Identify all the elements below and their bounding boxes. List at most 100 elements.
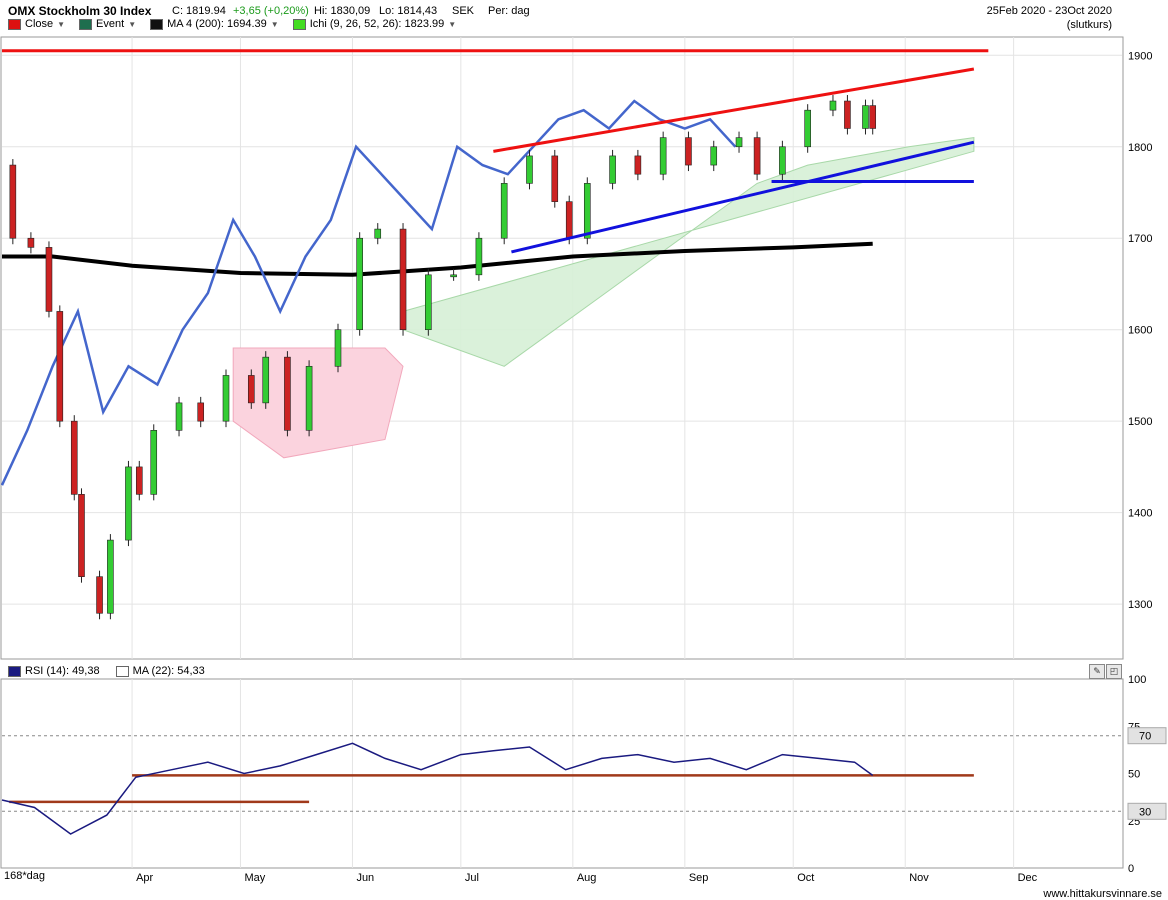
candle-down (565, 201, 573, 239)
candle-up (583, 183, 591, 239)
candle-down (27, 237, 35, 248)
site-credit: www.hittakursvinnare.se (1043, 888, 1162, 900)
candle-up (735, 137, 743, 148)
candle-up (175, 402, 183, 431)
legend-event[interactable]: Event ▼ (79, 18, 136, 30)
candle-down (869, 105, 877, 129)
rsi-level-badge-label: 30 (1139, 806, 1151, 818)
candle-up (609, 155, 616, 184)
candle-down (284, 356, 291, 431)
candle-down (551, 155, 559, 202)
candle-down (634, 155, 642, 175)
candle-up (125, 466, 132, 541)
rsi-y-tick-label: 100 (1128, 674, 1146, 686)
x-tick-label: Nov (909, 872, 929, 884)
candle-up (107, 539, 114, 614)
close-value: C: 1819.94 (172, 5, 226, 17)
legend-rsi[interactable]: RSI (14): 49,38 (8, 665, 100, 677)
candle-up (659, 137, 667, 175)
price-plot-frame (0, 36, 1124, 660)
mode-label: (slutkurs) (1066, 19, 1112, 31)
ichimoku-cloud-pink (232, 347, 404, 459)
x-tick-label: Oct (797, 872, 814, 884)
candle-down (247, 375, 255, 404)
candle-up (356, 237, 363, 331)
candle-down (844, 100, 851, 129)
x-tick-label: May (244, 872, 265, 884)
currency-label: SEK (452, 5, 475, 17)
candle-up (862, 105, 869, 129)
candle-up (450, 274, 457, 278)
price-y-tick-label: 1700 (1128, 233, 1152, 245)
high-value: Hi: 1830,09 (314, 5, 371, 17)
candle-up (779, 146, 786, 175)
trend-line (493, 67, 975, 153)
candle-down (399, 228, 407, 331)
price-y-tick-label: 1600 (1128, 325, 1152, 337)
candle-down (197, 402, 205, 422)
price-y-tick-label: 1400 (1128, 508, 1152, 520)
chevron-down-icon[interactable]: ▼ (448, 19, 457, 29)
price-y-tick-label: 1900 (1128, 50, 1152, 62)
chevron-down-icon[interactable]: ▼ (57, 19, 66, 29)
candle-down (9, 164, 17, 239)
x-tick-label: Sep (689, 872, 709, 884)
range-label: 168*dag (4, 870, 45, 882)
candle-down (753, 137, 761, 175)
rsi-level-badge-label: 70 (1139, 731, 1151, 743)
x-tick-label: Jun (356, 872, 374, 884)
chevron-down-icon[interactable]: ▼ (128, 19, 137, 29)
low-value: Lo: 1814,43 (379, 5, 438, 17)
rsi-level-badge (1127, 727, 1167, 745)
candle-up (526, 155, 533, 184)
legend-ichi[interactable]: Ichi (9, 26, 52, 26): 1823.99 ▼ (292, 18, 457, 30)
ichimoku-cloud-green (402, 137, 975, 367)
candle-down (45, 247, 53, 312)
rsi-y-tick-label: 0 (1128, 863, 1134, 875)
price-y-tick-label: 1500 (1128, 416, 1152, 428)
candle-up (710, 146, 718, 166)
legend-rsi-ma[interactable]: MA (22): 54,33 (115, 665, 205, 677)
legend-close[interactable]: Close ▼ (8, 18, 65, 30)
x-tick-label: Apr (136, 872, 153, 884)
rsi-level-badge (1127, 802, 1167, 820)
candle-up (305, 365, 313, 431)
candle-down (70, 420, 78, 495)
x-tick-label: Aug (577, 872, 597, 884)
comparison-line (0, 99, 737, 486)
rsi-legend: RSI (14): 49,38 MA (22): 54,33 (8, 665, 205, 677)
ma200-line (2, 241, 873, 277)
x-tick-label: Jul (465, 872, 479, 884)
rsi-line (1, 742, 874, 835)
candle-down (96, 576, 103, 614)
candle-up (804, 109, 811, 148)
trend-line (511, 140, 975, 254)
chart-title: OMX Stockholm 30 Index (8, 4, 152, 18)
candle-down (78, 494, 85, 577)
candle-up (500, 183, 508, 239)
date-range: 25Feb 2020 - 23Oct 2020 (986, 5, 1112, 17)
legend-ma[interactable]: MA 4 (200): 1694.39 ▼ (150, 18, 279, 30)
candle-up (334, 329, 342, 367)
resize-icon[interactable]: ◰ (1106, 664, 1122, 679)
chevron-down-icon[interactable]: ▼ (270, 19, 279, 29)
candle-up (425, 274, 432, 331)
period-label: Per: dag (488, 5, 530, 17)
legend: Close ▼ Event ▼ MA 4 (200): 1694.39 ▼ Ichi … (8, 18, 456, 30)
change-value: +3,65 (+0,20%) (233, 5, 309, 17)
price-y-tick-label: 1300 (1128, 599, 1152, 611)
price-y-tick-label: 1800 (1128, 142, 1152, 154)
rsi-y-tick-label: 50 (1128, 769, 1140, 781)
candle-up (150, 430, 158, 495)
candle-up (222, 375, 230, 422)
candle-down (135, 466, 143, 495)
rsi-plot-frame (0, 678, 1124, 869)
candle-up (374, 228, 382, 239)
x-tick-label: Dec (1018, 872, 1038, 884)
candle-down (56, 311, 64, 422)
candle-down (685, 137, 692, 166)
candle-up (262, 356, 270, 404)
candle-up (475, 237, 483, 276)
wrench-icon[interactable]: ✎ (1089, 664, 1105, 679)
